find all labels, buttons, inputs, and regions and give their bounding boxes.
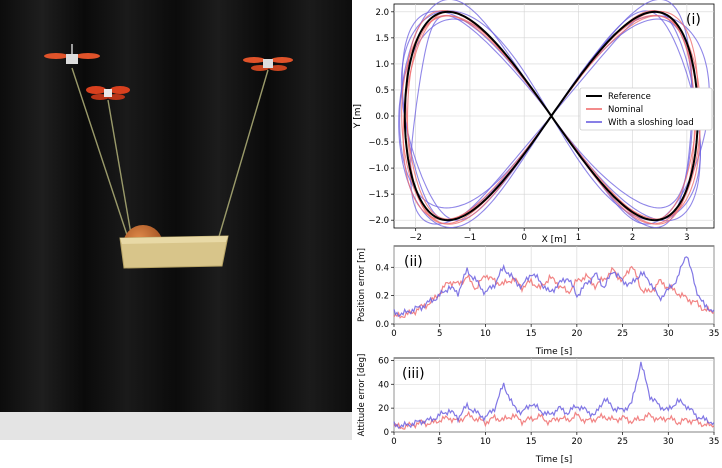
attitude-error-plot: 0 5 10 15 20 25 30 35 0 20 40 60 Time [s] Attitude … bbox=[357, 354, 719, 465]
panel-label: (i) bbox=[686, 12, 701, 28]
position-error-plot: 0 5 10 15 20 25 30 35 0.0 0.2 0.4 Time [s] Positio… bbox=[357, 245, 720, 357]
series-line-sloshing bbox=[393, 361, 715, 429]
series-line-sloshing bbox=[393, 256, 715, 318]
y-tick-label: −0.5 bbox=[368, 138, 389, 148]
y-tick-label: 20 bbox=[378, 404, 389, 414]
x-tick-label: 5 bbox=[437, 329, 442, 339]
y-tick-label: 1.5 bbox=[375, 34, 389, 44]
y-tick-label: 0.2 bbox=[375, 292, 389, 302]
x-tick-label: 20 bbox=[571, 329, 582, 339]
experiment-photo bbox=[0, 0, 352, 440]
panel-label: (iii) bbox=[402, 366, 425, 382]
y-tick-label: 0.4 bbox=[375, 263, 389, 273]
y-tick-label: −1.5 bbox=[368, 190, 389, 200]
x-tick-label: 0 bbox=[521, 233, 526, 243]
y-tick-label: 60 bbox=[378, 356, 389, 366]
x-tick-label: 15 bbox=[526, 329, 537, 339]
y-tick-label: 40 bbox=[378, 380, 389, 390]
cable bbox=[217, 69, 269, 241]
x-axis-label: Time [s] bbox=[535, 347, 573, 357]
series-line-sloshing bbox=[399, 0, 694, 209]
legend-label-nominal: Nominal bbox=[608, 105, 643, 115]
y-tick-label: 2.0 bbox=[375, 8, 389, 18]
y-tick-label: 0.0 bbox=[375, 320, 389, 330]
x-axis-label: Time [s] bbox=[535, 455, 573, 465]
x-axis-label: X [m] bbox=[542, 235, 567, 245]
y-tick-label: 1.0 bbox=[375, 60, 389, 70]
x-tick-label: 0 bbox=[391, 329, 396, 339]
x-tick-label: −1 bbox=[464, 233, 477, 243]
x-tick-label: 30 bbox=[663, 329, 674, 339]
y-tick-label: −1.0 bbox=[368, 164, 389, 174]
charts-panel: −2 −1 0 1 2 3−2.0−1.5−1.0−0.50.00.51.01.52.0 … bbox=[353, 0, 720, 465]
curtain-background bbox=[0, 0, 352, 412]
series-line-nominal bbox=[393, 265, 715, 319]
y-axis-label: Attitude error [deg] bbox=[357, 354, 367, 437]
x-tick-label: 35 bbox=[709, 437, 720, 447]
x-tick-label: 0 bbox=[391, 437, 396, 447]
cable bbox=[71, 67, 129, 239]
y-axis-label: Y [m] bbox=[353, 104, 363, 129]
x-tick-label: −2 bbox=[409, 233, 422, 243]
quadrotor-icon bbox=[86, 86, 130, 100]
x-tick-label: 1 bbox=[576, 233, 581, 243]
x-tick-label: 2 bbox=[630, 233, 635, 243]
x-tick-label: 10 bbox=[480, 437, 491, 447]
x-tick-label: 25 bbox=[617, 437, 628, 447]
x-tick-label: 3 bbox=[684, 233, 689, 243]
x-tick-label: 25 bbox=[617, 329, 628, 339]
plot-frame bbox=[393, 245, 715, 325]
legend: Reference Nominal With a sloshing load bbox=[579, 87, 713, 131]
trajectory-plot: −2 −1 0 1 2 3−2.0−1.5−1.0−0.50.00.51.01.52.0 … bbox=[353, 0, 715, 245]
x-tick-label: 15 bbox=[526, 437, 537, 447]
y-tick-label: 0.0 bbox=[375, 112, 389, 122]
legend-box bbox=[579, 87, 713, 131]
x-tick-label: 35 bbox=[709, 329, 720, 339]
x-tick-label: 10 bbox=[480, 329, 491, 339]
stage-floor bbox=[0, 412, 352, 440]
x-tick-label: 5 bbox=[437, 437, 442, 447]
quadrotor-icon bbox=[44, 44, 100, 64]
legend-label-reference: Reference bbox=[608, 92, 651, 102]
x-tick-label: 20 bbox=[571, 437, 582, 447]
y-tick-label: −2.0 bbox=[368, 216, 389, 226]
legend-label-sloshing: With a sloshing load bbox=[608, 118, 694, 128]
y-tick-label: 0.5 bbox=[375, 86, 389, 96]
series-line-nominal bbox=[406, 14, 701, 225]
cable bbox=[107, 99, 133, 241]
basket-icon bbox=[119, 235, 229, 269]
y-axis-label: Position error [m] bbox=[357, 248, 367, 322]
series-line-nominal bbox=[393, 410, 715, 430]
quadrotor-icon bbox=[243, 57, 293, 71]
y-tick-label: 0 bbox=[384, 428, 389, 438]
series-line-reference bbox=[403, 10, 699, 222]
x-tick-label: 30 bbox=[663, 437, 674, 447]
panel-label: (ii) bbox=[404, 254, 423, 270]
series-line-nominal bbox=[401, 15, 696, 225]
